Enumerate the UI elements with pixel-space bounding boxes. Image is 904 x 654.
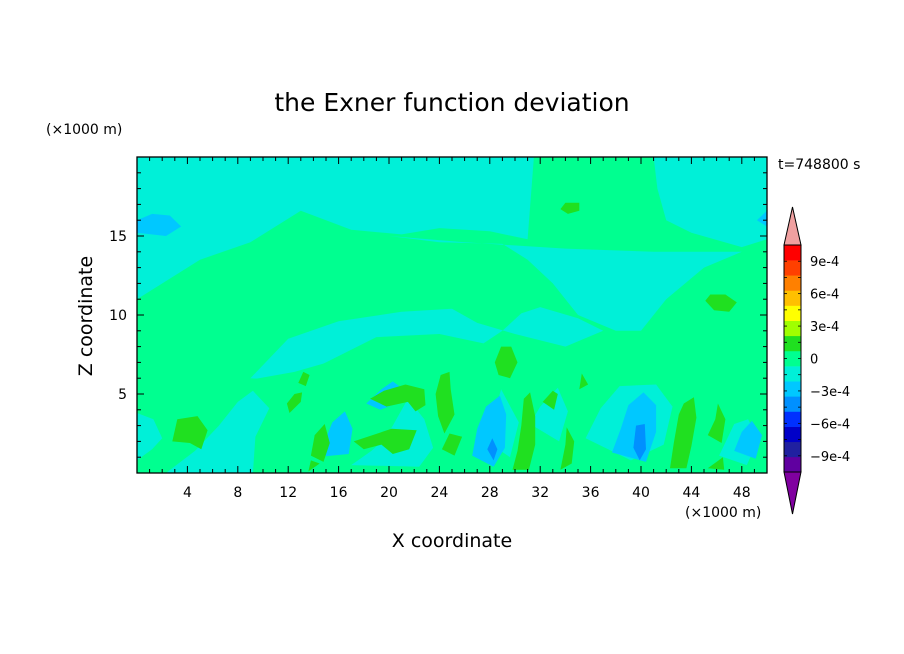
x-tick-label: 16 [330,485,348,501]
colorbar-label: 9e-4 [810,255,839,270]
colorbar-bin [784,381,801,397]
contour-region [137,213,182,236]
colorbar-under-arrow [783,471,802,515]
contour-region [512,392,536,470]
colorbar-label: −9e-4 [810,450,850,465]
colorbar-label: 6e-4 [810,288,839,303]
x-tick-label: 20 [380,485,398,501]
contour-region [310,424,330,462]
colorbar-bin [784,290,801,306]
x-tick-label: 24 [430,485,448,501]
colorbar-bin [784,245,801,261]
y-unit-label: (×1000 m) [46,122,122,138]
x-tick-label: 40 [632,485,650,501]
contour-region [441,433,463,456]
contour-region [579,373,589,390]
colorbar-label: 0 [810,353,818,368]
contour-region [472,395,507,467]
y-tick-label: 15 [109,229,127,245]
colorbar-bin [784,275,801,291]
colorbar-bin [784,260,801,276]
contour-region [172,416,208,450]
contour-region [670,397,697,469]
contour-region [494,346,518,379]
contour-region [653,157,767,248]
y-axis-ticks: 5 10 15 [109,172,767,458]
contour-region [560,202,580,214]
colorbar-bin [784,335,801,352]
contour-region [137,157,534,300]
x-tick-label: 4 [183,485,192,501]
contour-region [353,428,417,454]
x-tick-label: 28 [481,485,499,501]
plot-frame [136,156,768,474]
contour-region [734,420,762,459]
colorbar-bin [784,305,801,321]
x-tick-label: 12 [279,485,297,501]
contour-region [286,392,303,413]
contour-region [560,427,575,470]
y-axis-label: Z coordinate [75,256,97,376]
colorbar-over-arrow [783,206,802,246]
colorbar-bin [784,411,801,427]
x-tick-label: 44 [682,485,700,501]
contour-region [756,210,767,227]
contour-fills [137,157,767,473]
colorbar-bin [784,456,801,473]
x-axis-label: X coordinate [392,530,512,552]
x-tick-label: 36 [582,485,600,501]
colorbar: 9e-4 6e-4 3e-4 0 −3e-4 −6e-4 −9e-4 [783,206,850,515]
time-label: t=748800 s [778,157,860,173]
contour-region [705,294,737,312]
colorbar-bin [784,350,801,367]
contour-region [166,390,270,473]
contour-region [298,371,310,387]
x-axis-ticks: 4 8 12 16 20 24 28 32 36 40 44 48 [149,157,755,501]
contour-region [389,236,742,331]
x-tick-label: 48 [733,485,751,501]
contour-region [542,390,558,410]
y-tick-label: 5 [118,387,127,403]
contour-region [250,307,604,382]
contour-region [435,371,455,434]
contour-region [707,457,725,470]
colorbar-bin [784,426,801,443]
contour-region [487,438,498,461]
contour-region [707,403,726,443]
x-tick-label: 32 [531,485,549,501]
contour-region [137,413,163,461]
colorbar-label: −6e-4 [810,417,850,432]
contour-region [370,384,426,412]
x-unit-label: (×1000 m) [685,505,761,521]
colorbar-bin [784,320,801,337]
contour-region [633,424,646,461]
y-tick-label: 10 [109,308,127,324]
x-tick-label: 8 [233,485,242,501]
colorbar-bin [784,396,801,412]
colorbar-bin [784,366,801,382]
contour-region [530,387,568,442]
colorbar-label: −3e-4 [810,385,850,400]
colorbar-bin [784,441,801,458]
chart-title: the Exner function deviation [274,88,629,117]
colorbar-label: 3e-4 [810,320,839,335]
contour-region [308,460,320,472]
